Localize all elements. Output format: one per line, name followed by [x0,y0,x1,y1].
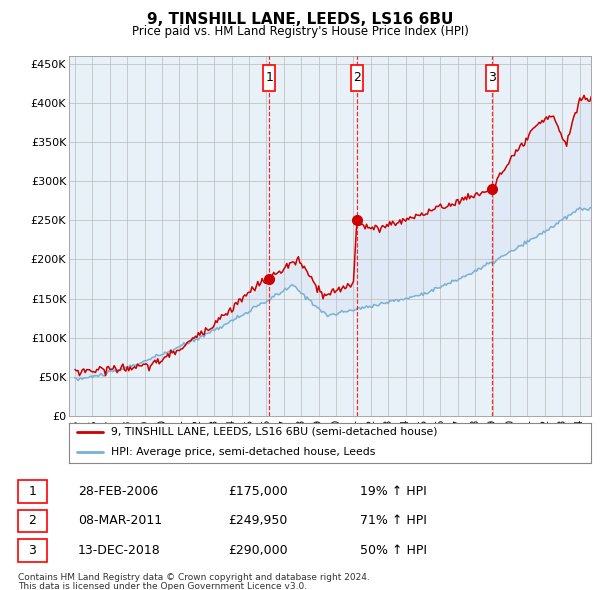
Text: £290,000: £290,000 [228,544,287,557]
Text: 9, TINSHILL LANE, LEEDS, LS16 6BU (semi-detached house): 9, TINSHILL LANE, LEEDS, LS16 6BU (semi-… [111,427,437,437]
Text: 50% ↑ HPI: 50% ↑ HPI [360,544,427,557]
Text: 2: 2 [28,514,37,527]
Text: 1: 1 [265,71,273,84]
Bar [486,65,498,91]
Text: Contains HM Land Registry data © Crown copyright and database right 2024.: Contains HM Land Registry data © Crown c… [18,573,370,582]
Text: 3: 3 [488,71,496,84]
Text: 2: 2 [353,71,361,84]
Text: 19% ↑ HPI: 19% ↑ HPI [360,485,427,498]
Bar [263,65,275,91]
Text: HPI: Average price, semi-detached house, Leeds: HPI: Average price, semi-detached house,… [111,447,375,457]
Text: 13-DEC-2018: 13-DEC-2018 [78,544,161,557]
Text: 3: 3 [28,544,37,557]
Text: Price paid vs. HM Land Registry's House Price Index (HPI): Price paid vs. HM Land Registry's House … [131,25,469,38]
Bar [351,65,363,91]
Text: £175,000: £175,000 [228,485,288,498]
Text: £249,950: £249,950 [228,514,287,527]
Text: This data is licensed under the Open Government Licence v3.0.: This data is licensed under the Open Gov… [18,582,307,590]
Text: 1: 1 [28,485,37,498]
Text: 08-MAR-2011: 08-MAR-2011 [78,514,162,527]
Text: 71% ↑ HPI: 71% ↑ HPI [360,514,427,527]
Text: 9, TINSHILL LANE, LEEDS, LS16 6BU: 9, TINSHILL LANE, LEEDS, LS16 6BU [147,12,453,27]
Text: 28-FEB-2006: 28-FEB-2006 [78,485,158,498]
